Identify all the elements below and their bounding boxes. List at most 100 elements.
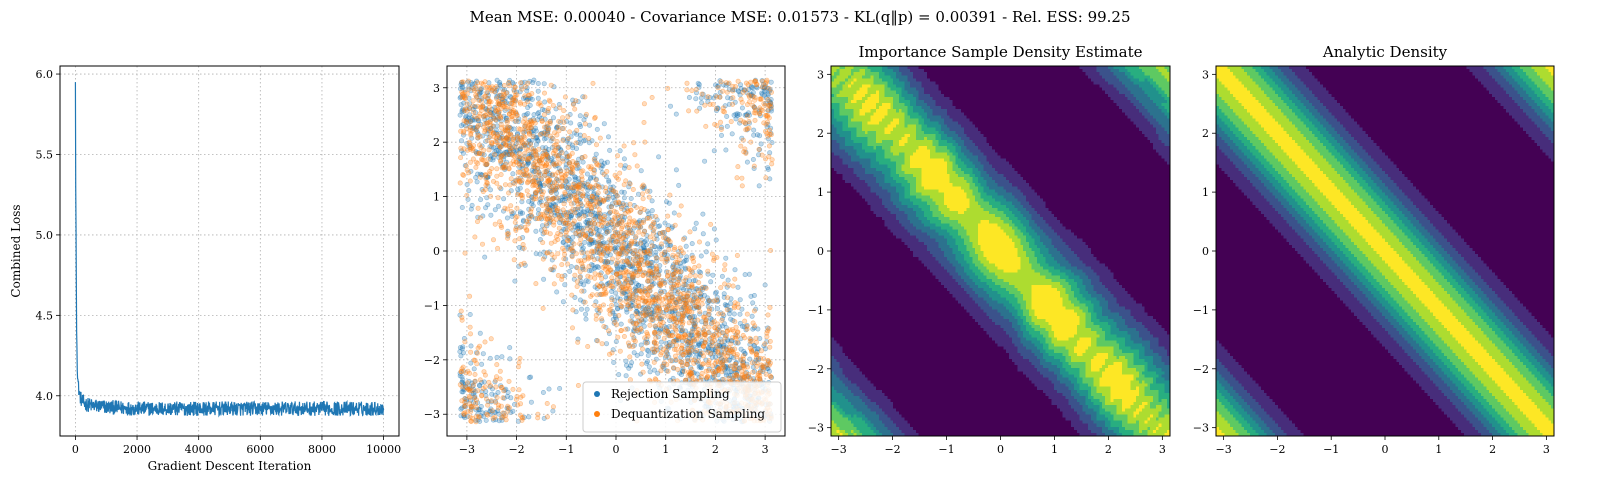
scatter-point [518,170,522,174]
scatter-point [593,115,597,119]
scatter-point [580,174,584,178]
scatter-point [597,163,601,167]
scatter-point [618,149,622,153]
scatter-point [544,169,548,173]
scatter-point [489,399,493,403]
scatter-point [517,237,521,241]
scatter-point [548,208,552,212]
scatter-point [689,315,693,319]
scatter-point [733,268,737,272]
scatter-point [738,312,742,316]
scatter-point [697,240,701,244]
scatter-point [653,297,657,301]
scatter-point [620,292,624,296]
scatter-point [563,179,567,183]
scatter-point [583,95,587,99]
scatter-point [552,131,556,135]
scatter-point [732,304,736,308]
scatter-point [695,372,699,376]
scatter-point [710,343,714,347]
scatter-point [519,262,523,266]
scatter-point [569,264,573,268]
scatter-point [704,321,708,325]
scatter-point [502,83,506,87]
scatter-point [688,230,692,234]
scatter-point [458,113,462,117]
scatter-point [639,318,643,322]
scatter-point [654,292,658,296]
scatter-point [674,112,678,116]
scatter-point [560,116,564,120]
scatter-point [706,363,710,367]
scatter-point [688,273,692,277]
scatter-point [628,378,632,382]
scatter-point [768,345,772,349]
scatter-point [739,144,743,148]
scatter-point [652,237,656,241]
scatter-point [733,362,737,366]
scatter-point [547,387,551,391]
scatter-point [642,102,646,106]
scatter-point [541,390,545,394]
scatter-point [526,100,530,104]
scatter-point [605,169,609,173]
scatter-point [496,196,500,200]
scatter-point [483,255,487,259]
y-tick-label: 4.5 [36,309,54,322]
scatter-point [488,172,492,176]
scatter-point [575,266,579,270]
scatter-point [735,253,739,257]
scatter-point [470,389,474,393]
scatter-point [722,282,726,286]
scatter-point [735,340,739,344]
scatter-point [505,236,509,240]
scatter-point [567,161,571,165]
x-tick-label: 2000 [123,443,151,456]
scatter-point [475,389,479,393]
scatter-point [520,211,524,215]
scatter-point [702,159,706,163]
scatter-point [724,256,728,260]
scatter-point [707,298,711,302]
scatter-point [578,270,582,274]
scatter-point [739,97,743,101]
scatter-point [738,321,742,325]
scatter-point [685,255,689,259]
scatter-point [711,102,715,106]
scatter-point [587,123,591,127]
scatter-point [578,275,582,279]
scatter-point [559,217,563,221]
scatter-point [766,167,770,171]
scatter-point [760,153,764,157]
scatter-point [589,275,593,279]
scatter-point [654,214,658,218]
scatter-point [743,88,747,92]
scatter-point [476,98,480,102]
scatter-point [582,283,586,287]
x-tick-label: 1 [662,443,669,456]
scatter-point [608,312,612,316]
scatter-point [745,312,749,316]
scatter-point [638,249,642,253]
scatter-point [501,197,505,201]
scatter-point [604,342,608,346]
scatter-point [659,369,663,373]
scatter-point [768,339,772,343]
scatter-point [592,266,596,270]
scatter-point [725,296,729,300]
scatter-point [638,225,642,229]
scatter-point [651,222,655,226]
scatter-point [758,377,762,381]
scatter-point [587,264,591,268]
scatter-point [461,80,465,84]
scatter-point [621,271,625,275]
scatter-point [720,360,724,364]
scatter-point [474,128,478,132]
scatter-point [582,214,586,218]
scatter-point [554,217,558,221]
scatter-point [538,132,542,136]
scatter-point [461,172,465,176]
scatter-point [509,209,513,213]
scatter-point [490,142,494,146]
scatter-point [562,108,566,112]
